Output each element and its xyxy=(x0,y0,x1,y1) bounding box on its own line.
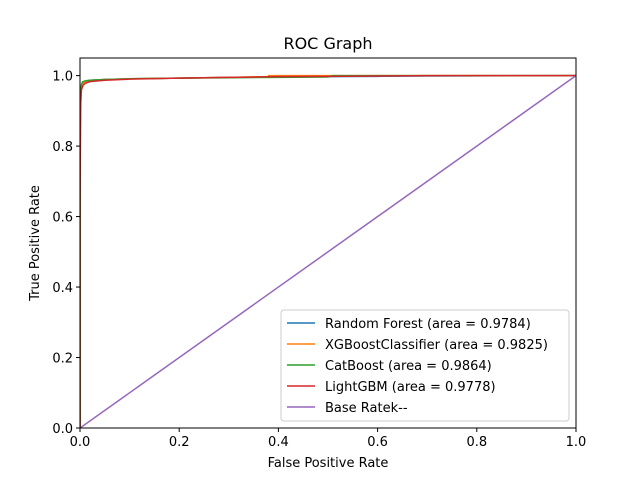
x-axis-label: False Positive Rate xyxy=(268,456,389,471)
series-layer xyxy=(80,74,576,428)
y-tick-label: 0.6 xyxy=(52,211,73,226)
y-axis-label: True Positive Rate xyxy=(28,185,43,302)
x-tick-label: 0.0 xyxy=(70,435,91,450)
plot-area xyxy=(79,57,577,429)
y-tick-label: 0.8 xyxy=(52,140,73,155)
legend-label-3: LightGBM (area = 0.9778) xyxy=(325,380,496,395)
y-axis: 0.0 0.2 0.4 0.6 0.8 1.0 xyxy=(52,70,80,437)
legend-label-0: Random Forest (area = 0.9784) xyxy=(325,317,531,332)
x-tick-label: 1.0 xyxy=(566,435,587,450)
x-tick-label: 0.4 xyxy=(268,435,289,450)
x-tick-label: 0.6 xyxy=(367,435,388,450)
y-tick-label: 1.0 xyxy=(52,70,73,85)
legend: Random Forest (area = 0.9784) XGBoostClas… xyxy=(280,309,570,422)
y-tick-label: 0.2 xyxy=(52,352,73,367)
legend-label-1: XGBoostClassifier (area = 0.9825) xyxy=(325,338,548,353)
x-axis: 0.0 0.2 0.4 0.6 0.8 1.0 xyxy=(70,428,587,450)
legend-label-4: Base Ratek-- xyxy=(325,401,408,416)
legend-label-2: CatBoost (area = 0.9864) xyxy=(325,359,492,374)
x-tick-label: 0.2 xyxy=(169,435,190,450)
y-tick-label: 0.0 xyxy=(52,422,73,437)
axes-frame xyxy=(79,57,577,429)
x-tick-label: 0.8 xyxy=(466,435,487,450)
series-line-3 xyxy=(80,74,576,428)
y-tick-label: 0.4 xyxy=(52,281,73,296)
chart-title: ROC Graph xyxy=(283,34,372,53)
series-line-4 xyxy=(80,75,576,428)
legend-box xyxy=(280,309,570,422)
